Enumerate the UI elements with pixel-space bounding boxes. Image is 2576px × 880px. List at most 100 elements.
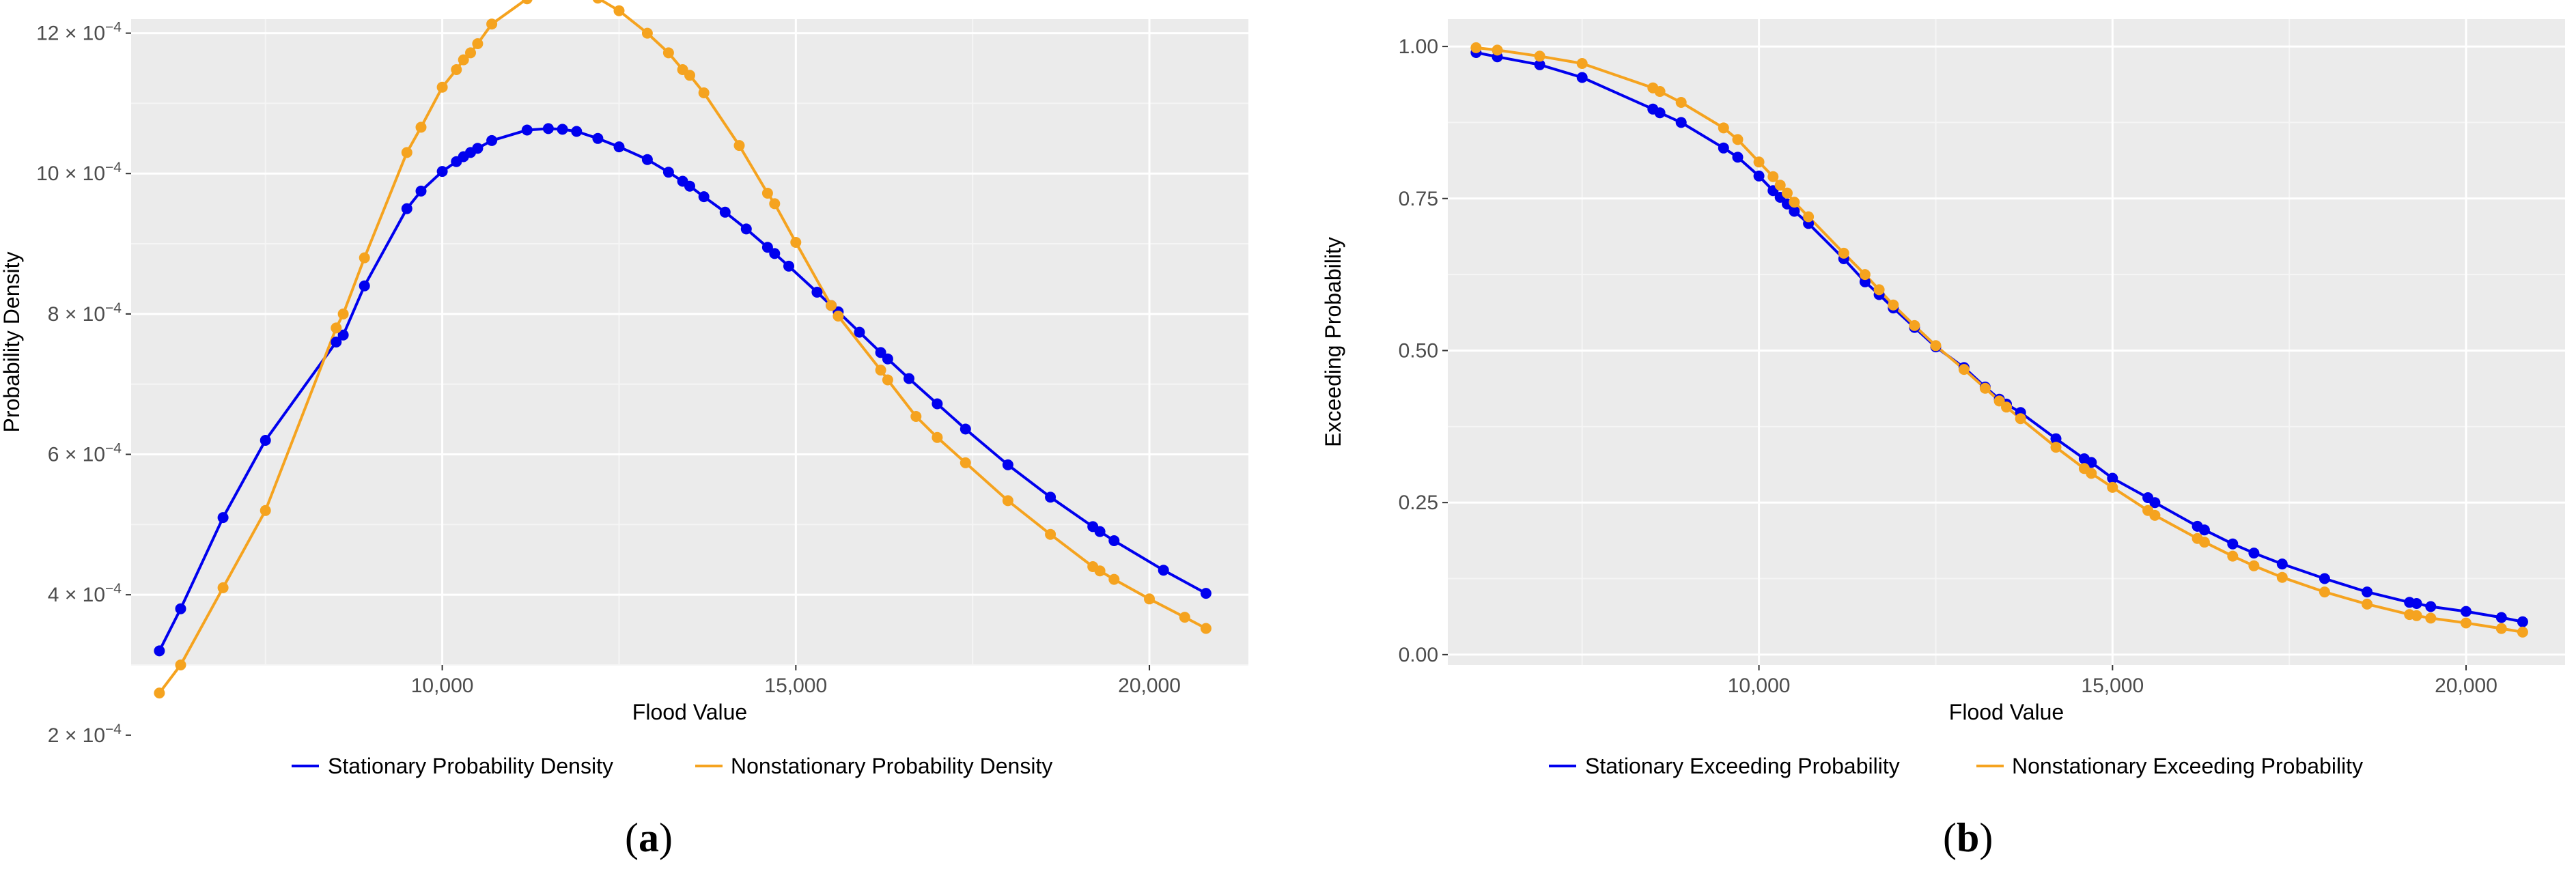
data-point-stationary (1045, 492, 1056, 503)
x-axis-title: Flood Value (632, 700, 747, 724)
data-point-nonstationary (2015, 413, 2026, 425)
data-point-nonstationary (217, 582, 229, 593)
data-point-nonstationary (415, 122, 427, 133)
y-tick-label: 12 × 10−4 (36, 20, 122, 45)
data-point-stationary (783, 260, 794, 272)
data-point-nonstationary (451, 64, 462, 75)
data-point-nonstationary (486, 18, 498, 30)
data-point-stationary (557, 124, 568, 135)
y-axis-ticks: 2 × 10−4 4 × 10−4 6 × 10−4 8 × 10−4 10 × 10−… (36, 20, 131, 747)
data-point-stationary (2495, 612, 2507, 623)
data-point-nonstationary (1909, 320, 1920, 331)
data-point-stationary (592, 132, 604, 144)
data-point-stationary (2517, 616, 2528, 627)
y-tick-label: 10 × 10−4 (36, 160, 122, 185)
data-point-nonstationary (1888, 299, 1899, 311)
data-point-stationary (882, 353, 893, 365)
y-axis-title: Probability Density (0, 252, 24, 433)
data-point-stationary (740, 223, 752, 235)
y-tick-label: 8 × 10−4 (48, 300, 122, 326)
data-point-stationary (698, 191, 710, 203)
y-tick-label: 0.00 (1399, 644, 1438, 666)
data-point-stationary (486, 134, 498, 146)
panel-label-b: (b) (1943, 815, 1993, 860)
data-point-nonstationary (875, 365, 886, 376)
grid-major (1448, 19, 2565, 665)
data-point-nonstationary (1859, 269, 1871, 281)
data-point-stationary (684, 180, 695, 192)
data-point-nonstationary (401, 147, 412, 158)
data-point-nonstationary (2276, 571, 2288, 583)
x-tick-label: 15,000 (764, 675, 827, 697)
data-point-nonstationary (790, 237, 802, 248)
x-axis-ticks: 10,000 15,000 20,000 (411, 665, 1181, 697)
data-point-nonstationary (761, 188, 773, 199)
data-point-stationary (761, 242, 773, 253)
data-point-nonstationary (337, 308, 349, 320)
data-point-nonstationary (1002, 495, 1013, 507)
panel-label-a: (a) (625, 815, 673, 860)
data-point-stationary (1534, 59, 1545, 70)
data-point-nonstationary (1782, 187, 1793, 199)
data-point-nonstationary (932, 431, 943, 443)
chart-panel-b: 10,000 15,000 20,000 0.000.250.500.751.00 … (1321, 19, 2565, 860)
data-point-stationary (769, 248, 781, 259)
data-point-nonstationary (2107, 481, 2118, 493)
data-point-nonstationary (2461, 617, 2472, 629)
data-point-stationary (2149, 497, 2161, 509)
legend: Stationary Probability Density Nonstatio… (292, 754, 1052, 778)
data-point-stationary (1753, 170, 1765, 182)
data-point-nonstationary (2001, 401, 2012, 413)
data-point-nonstationary (2086, 468, 2097, 479)
data-point-nonstationary (1774, 180, 1786, 191)
data-point-stationary (154, 645, 165, 657)
series-points (1470, 42, 2528, 638)
data-point-nonstationary (2227, 550, 2239, 562)
data-point-stationary (1718, 142, 1729, 154)
data-point-stationary (2362, 586, 2373, 598)
data-point-nonstationary (260, 505, 271, 516)
plot-background (131, 19, 1248, 665)
data-point-nonstationary (522, 0, 533, 5)
grid-major (131, 19, 1248, 737)
y-tick-label: 0.25 (1399, 492, 1438, 514)
data-point-nonstationary (1803, 211, 1815, 223)
data-point-stationary (260, 435, 271, 446)
data-point-stationary (875, 347, 886, 358)
legend-label-stationary: Stationary Exceeding Probability (1585, 754, 1900, 778)
data-point-stationary (2086, 457, 2097, 468)
data-point-stationary (1158, 565, 1169, 576)
data-point-nonstationary (2362, 598, 2373, 610)
data-point-stationary (2107, 472, 2118, 484)
data-point-nonstationary (1753, 156, 1765, 168)
chart-panel-a: 10,000 15,000 20,000 2 × 10−4 4 × 10−4 6 × 1… (0, 0, 1248, 860)
y-tick-label: 2 × 10−4 (48, 722, 122, 747)
data-point-nonstationary (472, 38, 484, 49)
data-point-stationary (1576, 72, 1588, 83)
data-point-nonstationary (1993, 395, 2005, 407)
x-tick-label: 20,000 (1118, 675, 1181, 697)
data-point-nonstationary (2050, 442, 2062, 453)
data-point-nonstationary (1873, 284, 1885, 296)
data-point-nonstationary (1492, 44, 1503, 56)
data-point-nonstationary (882, 374, 893, 386)
y-tick-label: 1.00 (1399, 36, 1438, 58)
data-point-stationary (641, 154, 653, 165)
data-point-nonstationary (641, 27, 653, 39)
data-point-stationary (2411, 598, 2422, 609)
data-point-nonstationary (154, 687, 165, 699)
data-point-nonstationary (1767, 171, 1779, 182)
data-point-nonstationary (1144, 593, 1155, 605)
data-point-stationary (415, 185, 427, 197)
y-tick-label: 0.50 (1399, 339, 1438, 362)
data-point-nonstationary (2495, 623, 2507, 634)
data-point-stationary (175, 603, 186, 614)
data-point-stationary (1675, 117, 1687, 128)
data-point-stationary (1002, 459, 1013, 470)
data-point-stationary (331, 337, 342, 347)
grid-minor (131, 19, 1248, 666)
data-point-nonstationary (832, 311, 844, 322)
data-point-stationary (2198, 524, 2210, 536)
y-tick-label: 6 × 10−4 (48, 441, 122, 466)
data-point-stationary (854, 326, 865, 338)
